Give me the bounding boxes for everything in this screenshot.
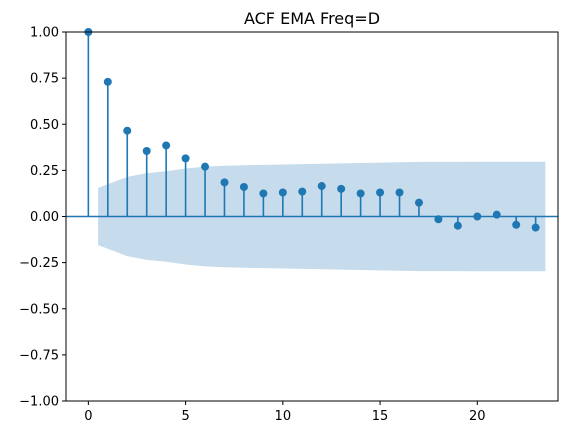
y-tick-label: 0.50 xyxy=(30,118,59,133)
acf-point xyxy=(259,189,268,198)
acf-point xyxy=(376,188,385,197)
acf-point xyxy=(298,187,307,196)
acf-point xyxy=(356,189,365,198)
acf-point xyxy=(181,154,190,163)
x-tick-label: 5 xyxy=(181,409,189,424)
y-tick-label: −1.00 xyxy=(19,395,59,410)
acf-point xyxy=(220,178,229,187)
y-tick-label: 0.75 xyxy=(30,72,59,87)
y-ticks-layer: −1.00 −0.75 −0.50 −0.25 0.00 0.25 0.50 0.75 1.00 xyxy=(19,26,66,410)
acf-point xyxy=(278,188,287,197)
y-tick-label: −0.50 xyxy=(19,302,59,317)
acf-point xyxy=(162,141,171,150)
acf-point xyxy=(453,221,462,230)
acf-point xyxy=(512,220,521,229)
acf-point xyxy=(531,223,540,232)
acf-point xyxy=(103,77,112,86)
acf-point xyxy=(395,188,404,197)
acf-point xyxy=(414,198,423,207)
x-tick-label: 0 xyxy=(84,409,92,424)
acf-point xyxy=(142,147,151,156)
y-tick-label: 1.00 xyxy=(30,26,59,41)
y-tick-label: 0.00 xyxy=(30,210,59,225)
acf-point xyxy=(434,215,443,224)
y-tick-label: 0.25 xyxy=(30,164,59,179)
acf-point xyxy=(337,184,346,193)
acf-point xyxy=(317,182,326,191)
acf-point xyxy=(239,182,248,191)
y-tick-label: −0.75 xyxy=(19,348,59,363)
markers-layer xyxy=(84,28,540,232)
acf-point xyxy=(201,162,210,171)
x-ticks-layer: 0 5 10 15 20 xyxy=(84,401,486,424)
chart-title: ACF EMA Freq=D xyxy=(244,9,380,28)
acf-point xyxy=(492,210,501,219)
acf-point xyxy=(123,126,132,135)
x-tick-label: 20 xyxy=(469,409,486,424)
y-tick-label: −0.25 xyxy=(19,256,59,271)
x-tick-label: 15 xyxy=(372,409,389,424)
acf-point xyxy=(473,212,482,221)
x-tick-label: 10 xyxy=(275,409,292,424)
